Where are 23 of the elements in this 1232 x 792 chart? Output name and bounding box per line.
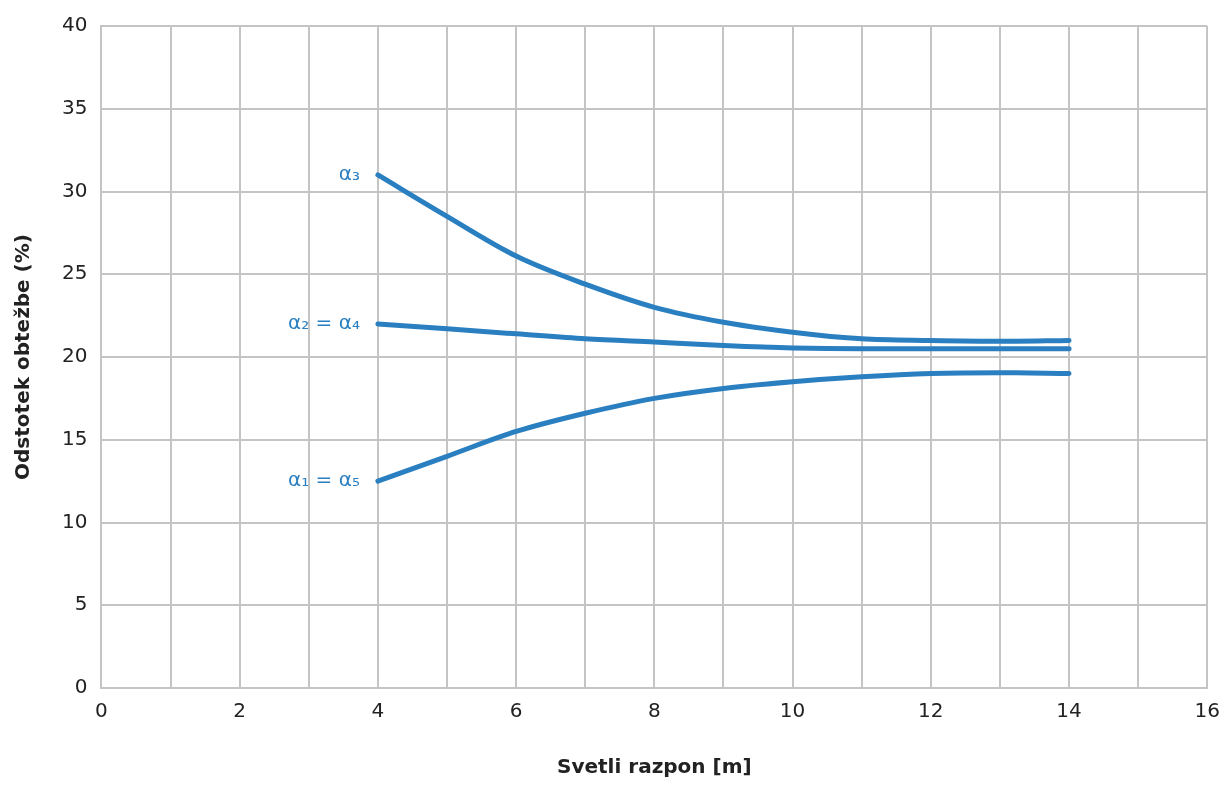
x-tick-label: 12 xyxy=(918,698,944,723)
x-tick-label: 4 xyxy=(371,698,385,723)
y-tick-label: 10 xyxy=(62,508,88,533)
x-tick-label: 14 xyxy=(1056,698,1082,723)
y-tick-label: 20 xyxy=(62,343,88,368)
y-axis-title: Odstotek obtežbe (%) xyxy=(10,234,35,480)
y-tick-label: 40 xyxy=(62,12,88,37)
y-tick-label: 35 xyxy=(62,94,88,119)
x-tick-label: 2 xyxy=(233,698,247,723)
x-tick-label: 6 xyxy=(509,698,523,723)
y-tick-label: 25 xyxy=(62,260,88,285)
y-tick-label: 30 xyxy=(62,177,88,202)
x-axis-title: Svetli razpon [m] xyxy=(557,754,752,779)
y-tick-label: 15 xyxy=(62,425,88,450)
y-tick-label: 0 xyxy=(74,674,88,699)
y-tick-label: 5 xyxy=(74,591,88,616)
series-label: α₃ xyxy=(338,161,360,186)
x-tick-label: 16 xyxy=(1194,698,1220,723)
x-tick-label: 0 xyxy=(95,698,108,723)
series-label: α₂ = α₄ xyxy=(288,310,360,335)
series-label: α₁ = α₅ xyxy=(288,467,360,492)
x-tick-label: 10 xyxy=(779,698,806,723)
x-tick-label: 8 xyxy=(648,698,661,723)
